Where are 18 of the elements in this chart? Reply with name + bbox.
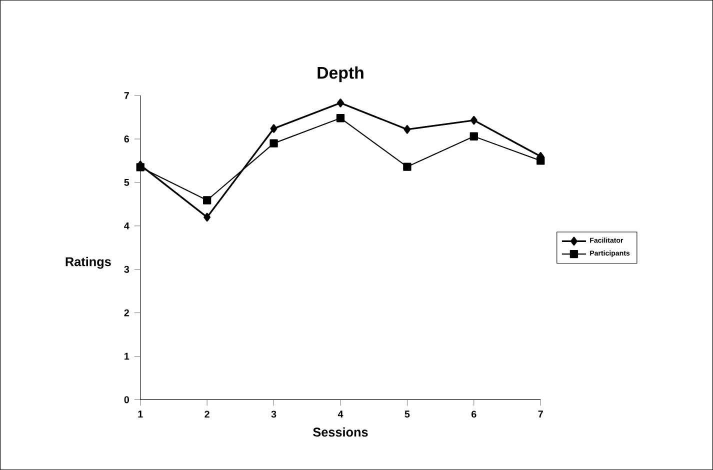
x-tick-label: 2 [204,410,210,418]
x-tick-label: 7 [538,410,543,418]
y-axis-title: Ratings [66,256,111,269]
chart-title: Depth [318,66,364,82]
y-tick-label: 5 [124,178,130,186]
x-tick-label: 1 [138,410,143,418]
y-tick-label: 2 [124,309,129,316]
x-tick-label: 6 [472,410,476,418]
x-tick-label: 4 [338,410,344,418]
y-tick-label: 0 [124,396,129,404]
y-tick-label: 4 [124,222,130,230]
y-tick-label: 3 [124,266,130,273]
y-tick-label: 7 [124,92,129,99]
x-axis-title: Sessions [313,427,368,437]
x-tick-label: 3 [271,410,276,418]
x-tick-label: 5 [404,410,410,418]
y-tick-label: 1 [124,352,130,360]
y-tick-label: 6 [124,136,130,142]
